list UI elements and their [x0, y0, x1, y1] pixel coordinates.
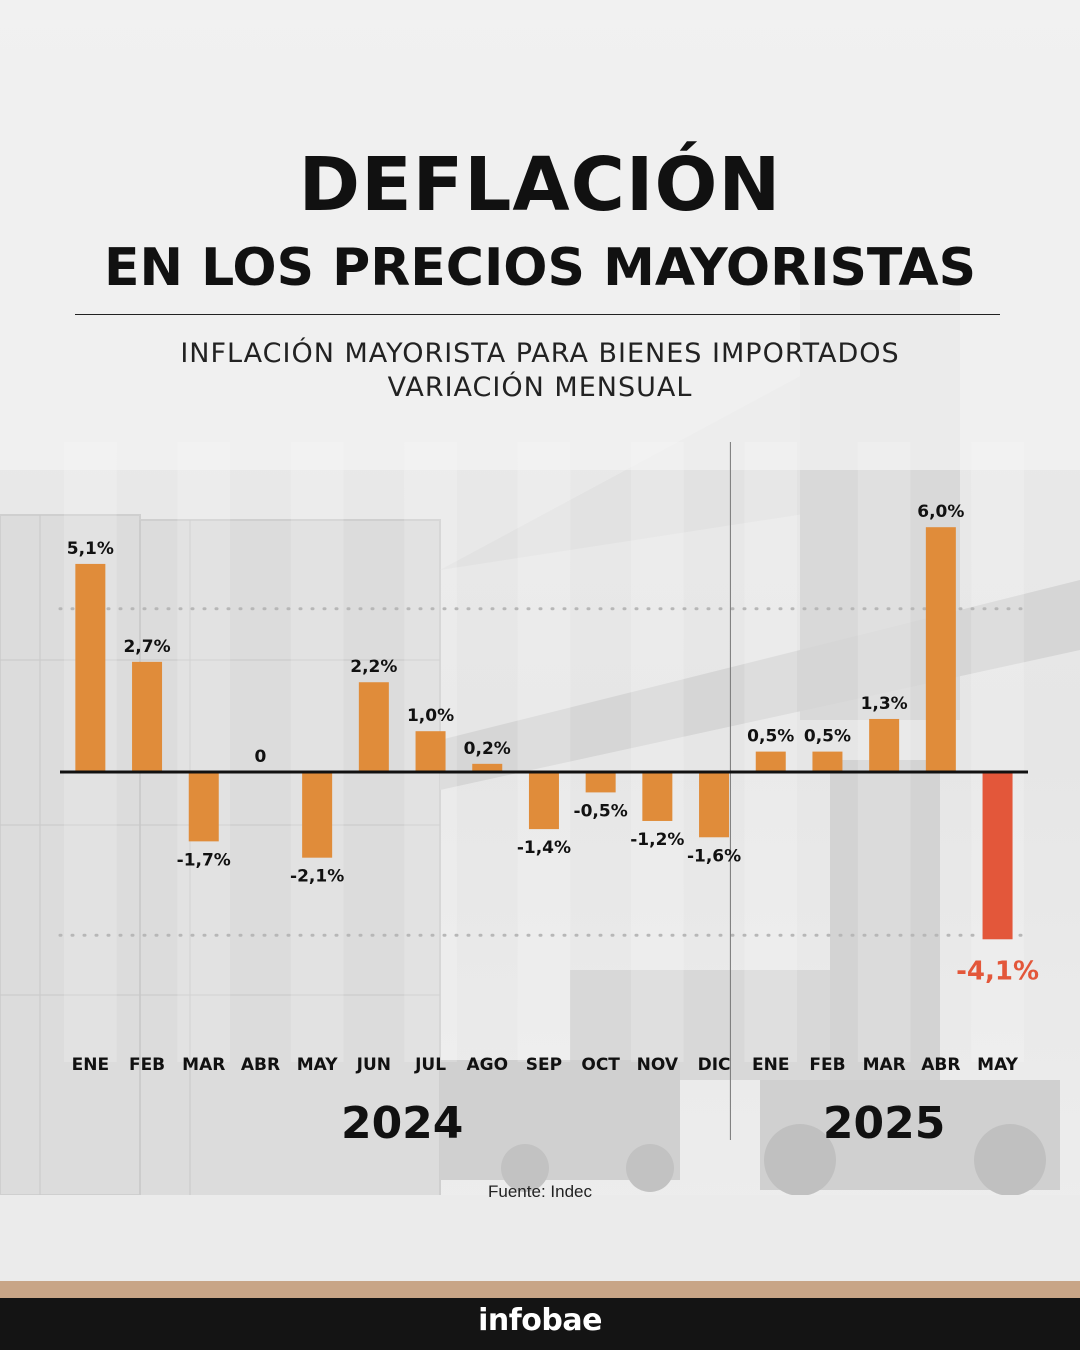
value-label: -1,4% [517, 838, 571, 858]
x-tick-label: ENE [72, 1055, 109, 1075]
x-tick-label: ENE [752, 1055, 789, 1075]
bar [869, 718, 900, 772]
bar [925, 527, 956, 772]
column-band [290, 442, 344, 1062]
infobae-logo: infobae [478, 1303, 602, 1338]
year-label: 2024 [341, 1098, 463, 1149]
x-tick-label: ABR [241, 1055, 280, 1075]
bar [585, 772, 616, 793]
x-tick-label: MAR [182, 1055, 225, 1075]
value-label: 0 [255, 747, 267, 767]
value-label: -4,1% [956, 956, 1039, 986]
x-tick-label: MAR [863, 1055, 906, 1075]
bar [642, 772, 673, 821]
title-divider [75, 314, 1000, 315]
bar [132, 661, 163, 772]
bar [358, 682, 389, 772]
chart-subtitle: VARIACIÓN MENSUAL [387, 372, 693, 403]
value-label: -2,1% [290, 867, 344, 887]
x-tick-label: FEB [129, 1055, 165, 1075]
bar [528, 772, 559, 830]
value-label: 2,2% [350, 657, 397, 677]
x-tick-label: ABR [921, 1055, 960, 1075]
value-label: 2,7% [123, 637, 170, 657]
value-label: -1,6% [687, 846, 741, 866]
page-title: DEFLACIÓN [298, 142, 782, 228]
footer-bar [0, 1298, 1080, 1350]
value-label: 0,5% [747, 727, 794, 747]
value-label: 6,0% [917, 502, 964, 522]
value-label: 1,3% [861, 694, 908, 714]
bar [472, 763, 503, 772]
value-label: -1,2% [630, 830, 684, 850]
bar [755, 751, 786, 772]
value-label: 1,0% [407, 706, 454, 726]
x-tick-label: NOV [637, 1055, 679, 1075]
bar [699, 772, 730, 838]
x-tick-label: JUN [356, 1055, 391, 1075]
value-label: 0,2% [464, 739, 511, 759]
column-band [517, 442, 571, 1062]
column-band [177, 442, 231, 1062]
bar [75, 563, 106, 772]
x-tick-label: MAY [297, 1055, 338, 1075]
year-label: 2025 [823, 1098, 945, 1149]
bar [812, 751, 843, 772]
x-tick-label: MAY [977, 1055, 1018, 1075]
page-subtitle: EN LOS PRECIOS MAYORISTAS [103, 238, 977, 298]
bar [415, 731, 446, 772]
source-note: Fuente: Indec [488, 1182, 592, 1201]
brand-stripe [0, 1281, 1080, 1298]
x-tick-label: OCT [581, 1055, 620, 1075]
x-tick-label: DIC [698, 1055, 731, 1075]
x-tick-label: FEB [809, 1055, 845, 1075]
bar [302, 772, 333, 858]
chart-title: INFLACIÓN MAYORISTA PARA BIENES IMPORTAD… [180, 338, 900, 369]
bar [982, 772, 1013, 940]
value-label: -0,5% [574, 801, 628, 821]
x-tick-label: JUL [414, 1055, 446, 1075]
value-label: -1,7% [177, 850, 231, 870]
bar [188, 772, 219, 842]
x-tick-label: SEP [526, 1055, 562, 1075]
x-tick-label: AGO [466, 1055, 508, 1075]
value-label: 0,5% [804, 727, 851, 747]
value-label: 5,1% [67, 539, 114, 559]
truck-silhouette [440, 1060, 1060, 1196]
column-band [631, 442, 684, 1062]
column-band [971, 442, 1024, 1062]
